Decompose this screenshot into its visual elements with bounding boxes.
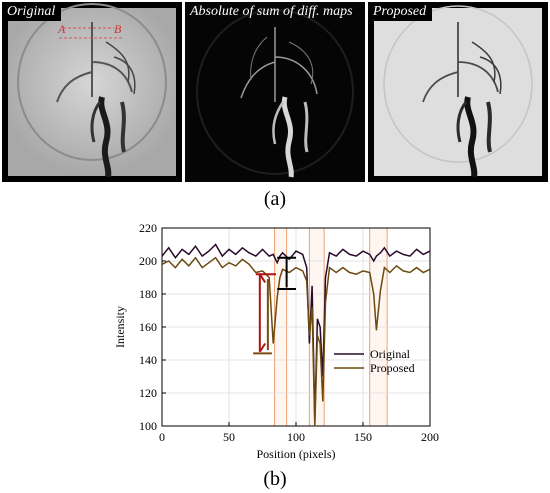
- series-line-proposed: [161, 256, 431, 427]
- panel-original: A B Original: [2, 2, 182, 182]
- proposed-angiogram-image: [374, 5, 542, 178]
- y-tick-label-6: 220: [139, 221, 157, 235]
- original-angiogram-image: A B: [8, 3, 176, 178]
- y-axis-title: Intensity: [113, 306, 127, 348]
- x-tick-label-2: 100: [287, 430, 305, 444]
- x-axis-title: Position (pixels): [256, 447, 335, 461]
- x-tick-label-0: 0: [159, 430, 165, 444]
- arrow-red-head-down: [258, 342, 267, 353]
- annotation-b-label: B: [114, 22, 122, 36]
- x-tick-label-3: 150: [354, 430, 372, 444]
- x-tick-label-1: 50: [223, 430, 235, 444]
- panel-proposed-title: Proposed: [370, 2, 433, 21]
- legend-label-original: Original: [370, 347, 411, 361]
- intensity-profile-chart: 100 120 140 160 180 200 220 0 50 100 150 200 Positio…: [0, 218, 550, 468]
- panel-proposed: Proposed: [368, 2, 548, 182]
- x-tick-label-4: 200: [421, 430, 439, 444]
- y-tick-label-3: 160: [139, 320, 157, 334]
- panel-diff: Absolute of sum of diff. maps: [185, 2, 365, 182]
- caption-b: (b): [263, 468, 287, 490]
- chart-svg: 100 120 140 160 180 200 220 0 50 100 150 200 Positio…: [113, 221, 439, 461]
- annotation-a-label: A: [57, 22, 66, 36]
- y-tick-label-0: 100: [139, 419, 157, 433]
- arrow-red-head-up: [258, 273, 267, 283]
- panel-diff-title: Absolute of sum of diff. maps: [190, 4, 353, 19]
- caption-a: (a): [263, 188, 287, 210]
- panel-original-title: Original: [4, 2, 62, 21]
- legend-label-proposed: Proposed: [370, 361, 415, 375]
- y-tick-label-5: 200: [139, 254, 157, 268]
- y-tick-label-4: 180: [139, 287, 157, 301]
- diff-map-image: [185, 2, 365, 182]
- y-tick-label-1: 120: [139, 386, 157, 400]
- y-tick-label-2: 140: [139, 353, 157, 367]
